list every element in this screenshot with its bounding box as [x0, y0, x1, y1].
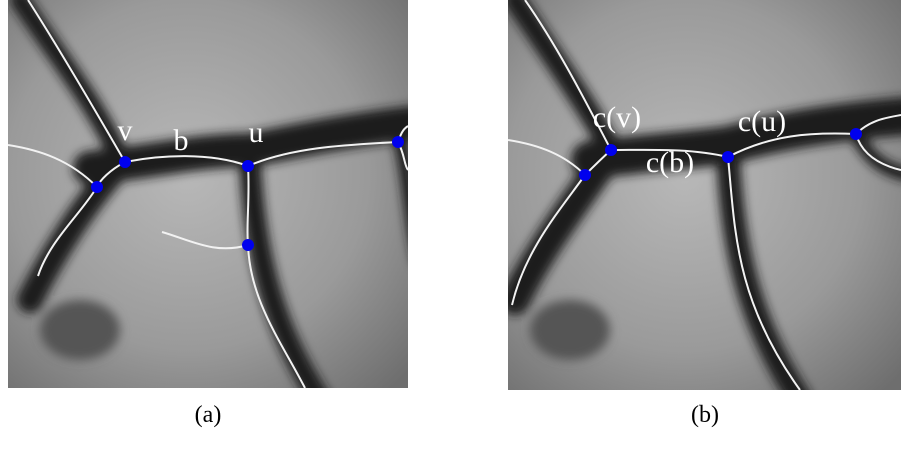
caption: (a) [195, 402, 222, 428]
edge-label: c(b) [646, 146, 694, 179]
panel-a: v b u [8, 0, 420, 400]
panel-b: c(v) c(b) c(u) [508, 0, 901, 400]
node-label: v [118, 114, 133, 147]
node-label: u [249, 116, 264, 149]
node-label: c(v) [593, 101, 641, 134]
figure: v b u (a) c(v) c(b) c(u) (b) [0, 0, 901, 445]
edge-label: b [174, 124, 189, 157]
page: {"panels": [ {"annotations": {"v": "v", … [0, 0, 901, 445]
caption: (b) [691, 402, 719, 428]
node-label: c(u) [738, 105, 786, 138]
